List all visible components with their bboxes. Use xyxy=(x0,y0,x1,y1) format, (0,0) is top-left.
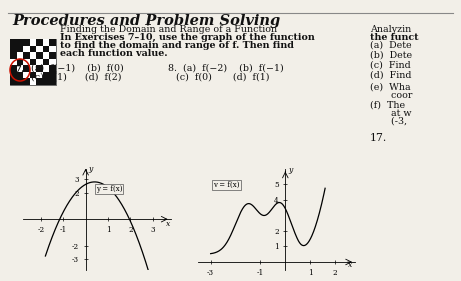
Text: y = f(x): y = f(x) xyxy=(96,185,122,192)
Bar xyxy=(10,72,17,78)
Bar xyxy=(36,72,43,78)
Bar xyxy=(49,39,56,46)
Bar xyxy=(23,52,30,59)
Bar xyxy=(23,72,30,78)
Bar xyxy=(30,52,36,59)
Bar xyxy=(23,59,30,65)
Bar xyxy=(36,78,43,85)
Bar xyxy=(23,46,30,52)
Bar xyxy=(17,78,23,85)
Text: (c)  Find: (c) Find xyxy=(370,61,411,70)
Text: 8.  (a)  f(−2)    (b)  f(−1): 8. (a) f(−2) (b) f(−1) xyxy=(168,64,284,73)
Bar xyxy=(17,39,23,46)
Bar xyxy=(43,65,49,72)
Text: 17.: 17. xyxy=(370,133,387,143)
Bar xyxy=(10,52,17,59)
Bar xyxy=(43,59,49,65)
Text: Finding the Domain and Range of a Function: Finding the Domain and Range of a Functi… xyxy=(60,25,277,34)
Bar xyxy=(10,65,17,72)
Text: y: y xyxy=(88,165,92,173)
Text: the funct: the funct xyxy=(370,33,419,42)
Bar xyxy=(23,78,30,85)
Bar xyxy=(43,46,49,52)
Bar xyxy=(17,59,23,65)
Text: at w: at w xyxy=(370,109,412,118)
Text: x: x xyxy=(348,261,352,269)
Text: 7.: 7. xyxy=(15,65,25,74)
Bar xyxy=(17,72,23,78)
Bar xyxy=(23,65,30,72)
Bar xyxy=(10,39,56,85)
Text: (-3,: (-3, xyxy=(370,117,407,126)
Text: (a)  f(−1)    (b)  f(0): (a) f(−1) (b) f(0) xyxy=(31,64,124,73)
Bar xyxy=(36,59,43,65)
Bar xyxy=(36,39,43,46)
Text: (b)  Dete: (b) Dete xyxy=(370,51,412,60)
Bar xyxy=(49,65,56,72)
Text: In Exercises 7–10, use the graph of the function: In Exercises 7–10, use the graph of the … xyxy=(60,33,315,42)
Bar xyxy=(36,46,43,52)
Bar xyxy=(10,39,17,46)
Text: (c)  f(0)       (d)  f(1): (c) f(0) (d) f(1) xyxy=(176,73,270,82)
Text: (c)  f(1)      (d)  f(2): (c) f(1) (d) f(2) xyxy=(31,73,122,82)
Text: y: y xyxy=(288,166,292,174)
Bar xyxy=(30,46,36,52)
Bar xyxy=(30,65,36,72)
Text: each function value.: each function value. xyxy=(60,49,168,58)
Bar xyxy=(43,78,49,85)
Text: v = f(x): v = f(x) xyxy=(213,181,240,189)
Bar xyxy=(49,78,56,85)
Text: (d)  Find: (d) Find xyxy=(370,71,412,80)
Bar xyxy=(17,65,23,72)
Bar xyxy=(49,46,56,52)
Bar xyxy=(10,78,17,85)
Text: (f)  The: (f) The xyxy=(370,101,405,110)
Bar xyxy=(43,72,49,78)
Bar xyxy=(10,59,17,65)
Bar xyxy=(17,46,23,52)
Bar xyxy=(30,39,36,46)
Bar xyxy=(43,52,49,59)
Bar xyxy=(30,78,36,85)
Bar xyxy=(17,52,23,59)
Text: (e)  Wha: (e) Wha xyxy=(370,83,411,92)
Text: to find the domain and range of f. Then find: to find the domain and range of f. Then … xyxy=(60,41,294,50)
Bar xyxy=(23,39,30,46)
Bar xyxy=(36,52,43,59)
Bar xyxy=(49,59,56,65)
Text: Procedures and Problem Solving: Procedures and Problem Solving xyxy=(12,14,280,28)
Bar xyxy=(43,39,49,46)
Text: coor: coor xyxy=(370,91,413,100)
Bar xyxy=(49,72,56,78)
Bar xyxy=(10,46,17,52)
Text: x: x xyxy=(166,220,171,228)
Bar xyxy=(36,65,43,72)
Bar xyxy=(30,72,36,78)
Text: (a)  Dete: (a) Dete xyxy=(370,41,412,50)
Text: Analyzin: Analyzin xyxy=(370,25,411,34)
Bar xyxy=(30,59,36,65)
Bar xyxy=(49,52,56,59)
